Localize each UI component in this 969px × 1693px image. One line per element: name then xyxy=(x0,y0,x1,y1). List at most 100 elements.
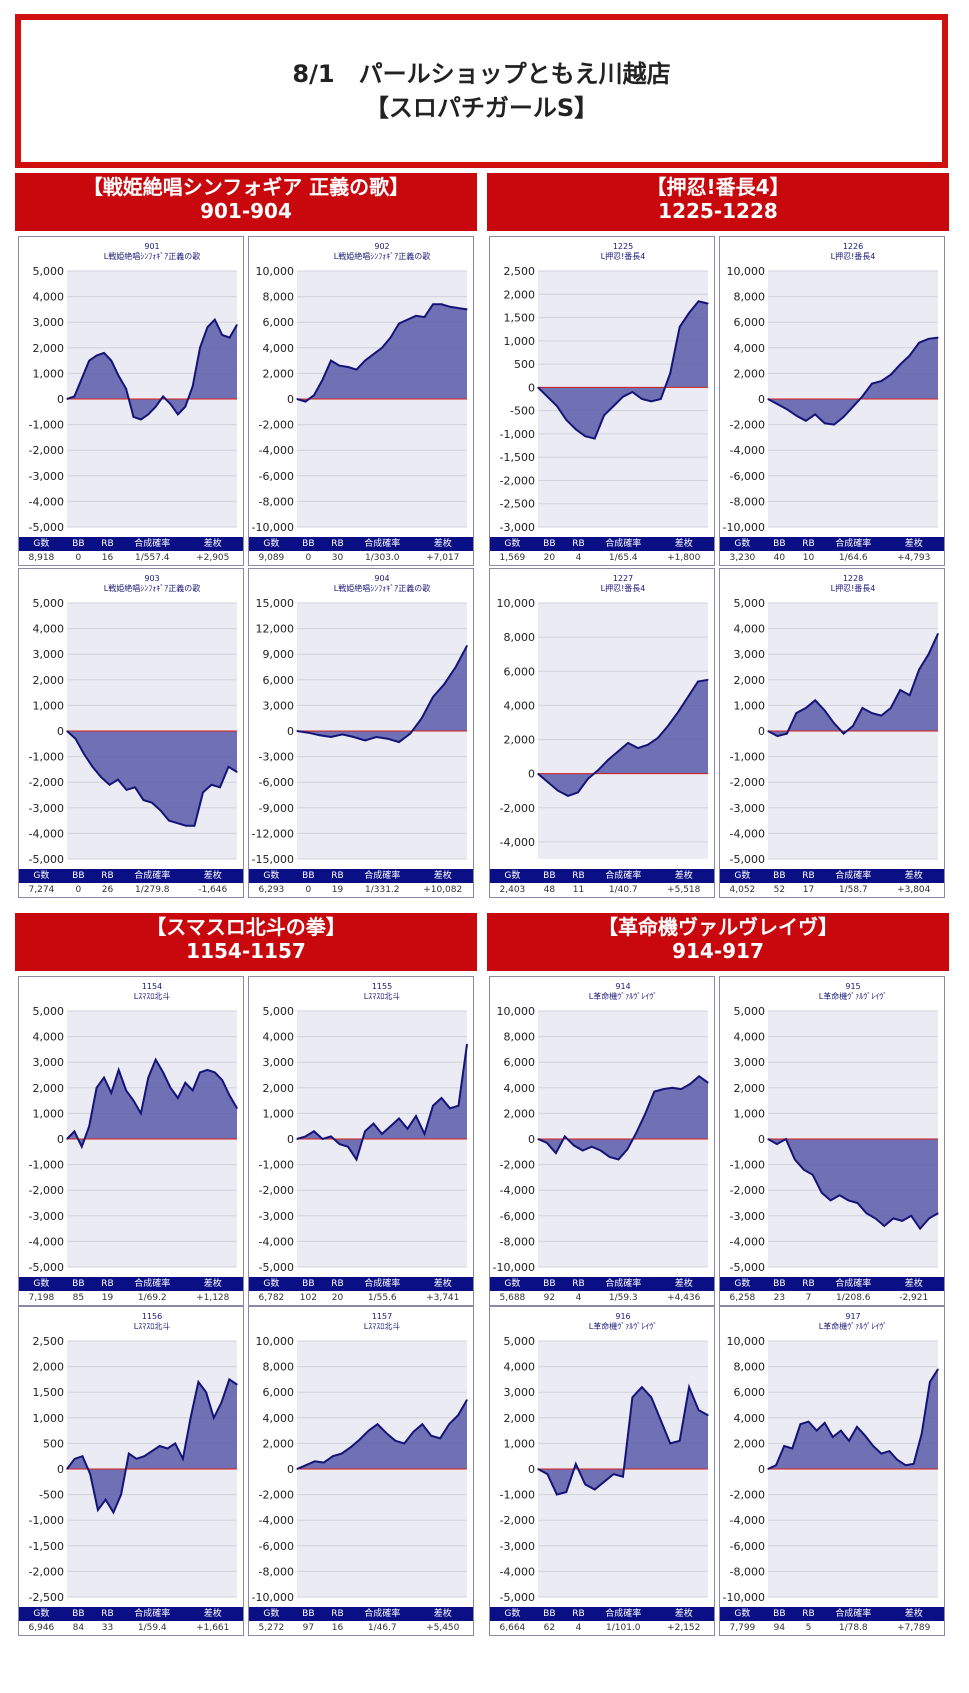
y-tick-label: -6,000 xyxy=(259,470,294,483)
data-point xyxy=(776,1143,778,1145)
stats-value-row: 5,688 92 4 1/59.3 +4,436 xyxy=(490,1291,714,1305)
data-point xyxy=(864,1435,866,1437)
data-point xyxy=(103,1077,105,1079)
data-point xyxy=(406,319,409,321)
y-tick-label: 4,000 xyxy=(734,342,766,355)
y-tick-label: -6,000 xyxy=(730,1540,765,1553)
data-point xyxy=(381,1133,383,1135)
area-fill xyxy=(297,645,467,743)
chart-number: 1157 xyxy=(372,1312,392,1321)
stats-header-row: G数 BB RB 合成確率 差枚 xyxy=(249,869,473,883)
y-tick-label: 2,000 xyxy=(504,734,536,747)
data-point xyxy=(313,394,315,396)
data-point xyxy=(805,420,807,422)
data-point xyxy=(341,733,343,735)
stats-table: G数 BB RB 合成確率 差枚 7,274 0 26 1/279.8 -1,646 xyxy=(19,869,243,897)
chart-915: 915 L革命機ｳﾞｧﾙｳﾞﾚｲｳﾞ 5,000 4,000 3,000 2,000 1,0… xyxy=(719,976,945,1306)
data-point xyxy=(296,730,298,732)
y-tick-label: 0 xyxy=(57,1463,64,1476)
stats-games: 6,293 xyxy=(258,885,285,895)
stats-header-cell: 合成確率 xyxy=(605,1609,642,1619)
data-point xyxy=(74,738,77,740)
stats-header-cell: BB xyxy=(543,1609,556,1619)
stats-table: G数 BB RB 合成確率 差枚 6,293 0 19 1/331.2 +10,082 xyxy=(249,869,473,897)
stats-diff: +2,905 xyxy=(196,553,230,563)
y-tick-label: -6,000 xyxy=(259,776,294,789)
y-tick-label: 4,000 xyxy=(33,623,65,636)
data-point xyxy=(66,730,68,732)
y-tick-label: 0 xyxy=(287,1133,294,1146)
data-point xyxy=(443,683,445,685)
chart-1227: 1227 L押忍!番長4 10,000 8,000 6,000 4,000 2,000 0 -2… xyxy=(489,568,715,898)
data-point xyxy=(151,802,153,804)
y-tick-label: -5,000 xyxy=(29,1261,64,1274)
y-tick-label: 4,000 xyxy=(734,1412,766,1425)
y-tick-label: -4,000 xyxy=(259,1514,294,1527)
data-point xyxy=(843,733,845,735)
area-fill xyxy=(67,1059,237,1147)
y-tick-label: 6,000 xyxy=(504,665,536,678)
data-point xyxy=(423,316,426,318)
y-tick-label: -4,000 xyxy=(29,1235,64,1248)
y-tick-label: 10,000 xyxy=(497,1005,536,1018)
data-point xyxy=(88,1125,90,1127)
y-tick-label: 8,000 xyxy=(263,1361,295,1374)
data-point xyxy=(537,773,539,775)
stats-rb: 11 xyxy=(572,885,585,895)
data-point xyxy=(213,1417,215,1419)
stats-prob: 1/331.2 xyxy=(364,885,400,895)
data-point xyxy=(389,337,392,339)
stats-header-row: G数 BB RB 合成確率 差枚 xyxy=(490,869,714,883)
area-fill xyxy=(67,319,237,420)
stats-header-cell: BB xyxy=(773,539,786,549)
stats-header-cell: 差枚 xyxy=(433,539,452,549)
data-point xyxy=(169,403,172,405)
y-tick-label: 1,500 xyxy=(33,1386,65,1399)
y-tick-label: -2,000 xyxy=(259,419,294,432)
stats-games: 9,089 xyxy=(258,553,285,563)
y-tick-label: 2,500 xyxy=(504,265,536,278)
stats-header-cell: BB xyxy=(773,1279,786,1289)
data-point xyxy=(350,1446,352,1448)
y-tick-label: -4,000 xyxy=(500,1184,535,1197)
chart-model: Lｽﾏｽﾛ北斗 xyxy=(134,992,170,1001)
data-point xyxy=(120,1494,122,1496)
data-point xyxy=(398,322,400,325)
data-point xyxy=(883,1225,885,1227)
y-tick-label: 10,000 xyxy=(727,1335,766,1348)
chart-model: L押忍!番長4 xyxy=(831,583,876,593)
y-tick-label: -5,000 xyxy=(500,1591,535,1604)
stats-header-cell: BB xyxy=(302,871,315,881)
data-point xyxy=(631,1396,633,1398)
data-point xyxy=(613,405,615,407)
y-tick-label: 4,000 xyxy=(33,1031,65,1044)
stats-rb: 16 xyxy=(101,553,114,563)
data-point xyxy=(791,1447,793,1450)
data-point xyxy=(214,1071,216,1073)
stats-games: 4,052 xyxy=(729,885,756,895)
chart-model: L戦姫絶唱ｼﾝﾌｫｷﾞｱ正義の歌 xyxy=(334,251,430,261)
data-point xyxy=(812,1174,814,1176)
data-point xyxy=(457,307,460,309)
data-point xyxy=(582,1149,584,1152)
data-point xyxy=(865,1212,867,1214)
stats-table: G数 BB RB 合成確率 差枚 4,052 52 17 1/58.7 +3,804 xyxy=(720,869,944,897)
data-point xyxy=(174,1442,176,1444)
chart-model: L戦姫絶唱ｼﾝﾌｫｷﾞｱ正義の歌 xyxy=(334,583,430,593)
y-tick-label: 4,000 xyxy=(504,1082,536,1095)
stats-header-row: G数 BB RB 合成確率 差枚 xyxy=(249,1607,473,1621)
data-point xyxy=(786,408,788,410)
data-point xyxy=(321,379,324,381)
y-tick-label: 8,000 xyxy=(734,1361,766,1374)
y-tick-label: -12,000 xyxy=(252,827,294,840)
y-tick-label: 5,000 xyxy=(33,265,65,278)
stats-header-cell: RB xyxy=(101,1279,114,1289)
y-tick-label: 1,000 xyxy=(33,367,65,380)
data-point xyxy=(537,386,539,388)
y-tick-label: -6,000 xyxy=(500,1210,535,1223)
data-point xyxy=(228,1378,230,1380)
y-tick-label: -10,000 xyxy=(493,1261,535,1274)
